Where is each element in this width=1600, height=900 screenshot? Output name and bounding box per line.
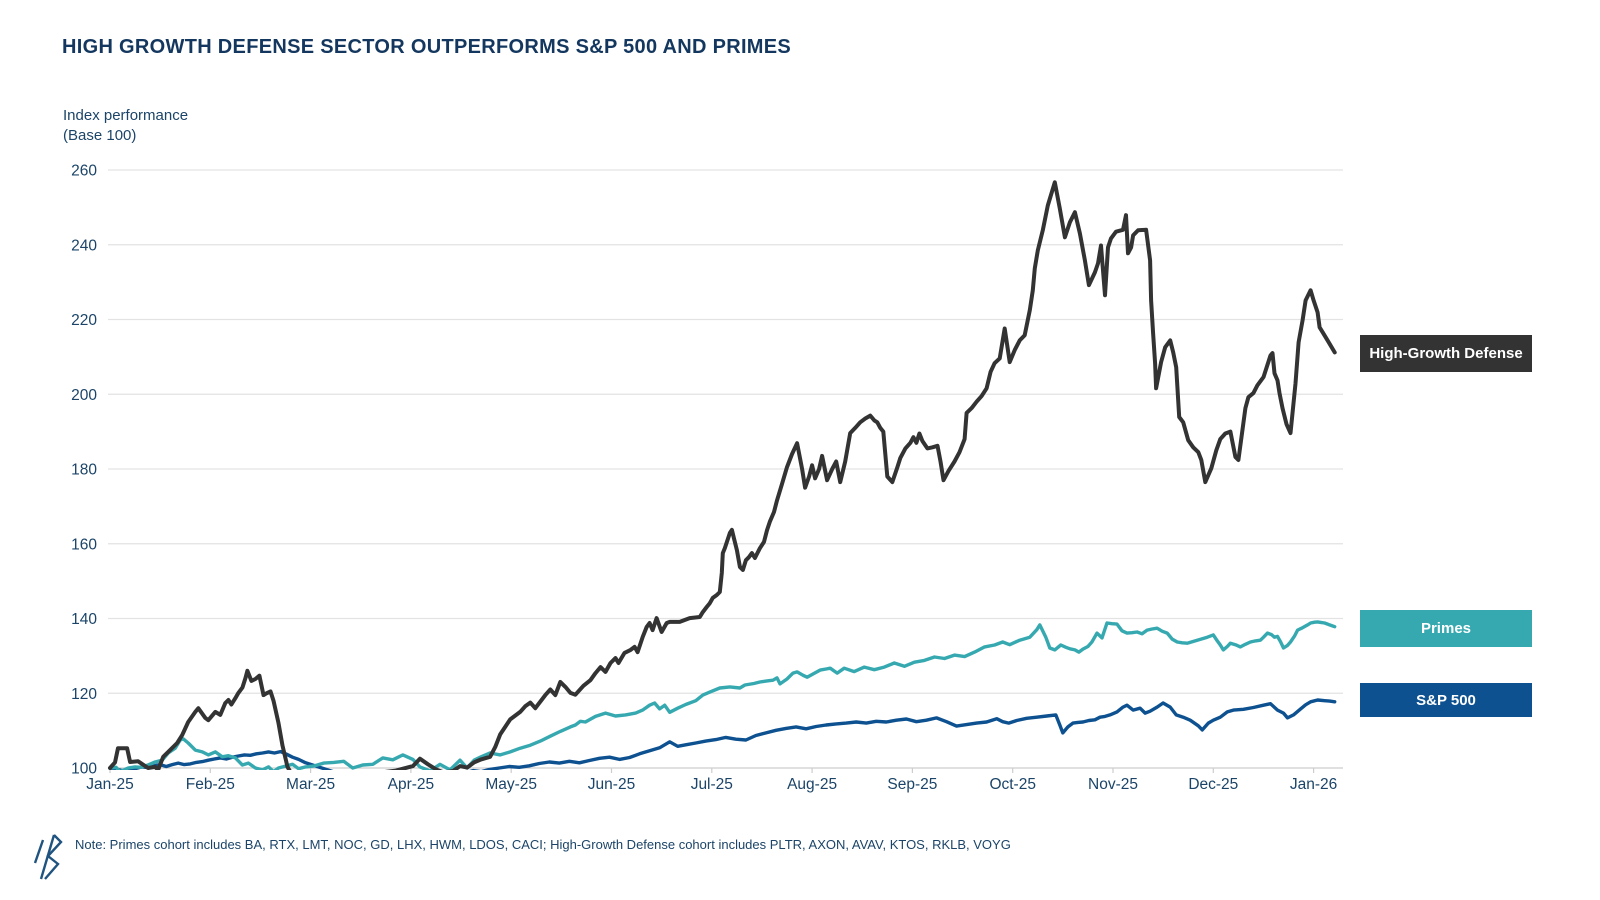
- y-tick-label-180: 180: [71, 462, 97, 479]
- legend-callout-sp500: S&P 500: [1360, 683, 1532, 717]
- x-tick-label-Oct-25: Oct-25: [989, 776, 1036, 793]
- brand-hatch-logo: [33, 834, 63, 880]
- page-title: HIGH GROWTH DEFENSE SECTOR OUTPERFORMS S…: [62, 36, 792, 58]
- x-tick-label-Feb-25: Feb-25: [186, 776, 235, 793]
- legend-callout-high-growth-defense: High-Growth Defense: [1360, 335, 1532, 372]
- y-tick-label-120: 120: [71, 686, 97, 703]
- legend-callout-primes: Primes: [1360, 610, 1532, 647]
- y-tick-label-220: 220: [71, 312, 97, 329]
- x-tick-label-Apr-25: Apr-25: [388, 776, 435, 793]
- series-line-high-growth-defense: [108, 180, 1337, 770]
- x-tick-label-May-25: May-25: [485, 776, 537, 793]
- x-tick-label-Sep-25: Sep-25: [887, 776, 937, 793]
- x-tick-label-Nov-25: Nov-25: [1088, 776, 1138, 793]
- y-tick-label-260: 260: [71, 163, 97, 180]
- x-tick-label-Jan-26: Jan-26: [1290, 776, 1337, 793]
- x-tick-label-Dec-25: Dec-25: [1188, 776, 1238, 793]
- legend-label-high-growth-defense: High-Growth Defense: [1369, 345, 1523, 362]
- y-tick-label-240: 240: [71, 237, 97, 254]
- y-axis-caption: Index performance (Base 100): [63, 106, 188, 146]
- y-tick-label-100: 100: [71, 761, 97, 778]
- x-tick-label-Aug-25: Aug-25: [787, 776, 837, 793]
- legend-label-sp500: S&P 500: [1416, 691, 1476, 709]
- y-tick-label-160: 160: [71, 536, 97, 553]
- y-axis-caption-line2: (Base 100): [63, 127, 137, 144]
- x-tick-label-Mar-25: Mar-25: [286, 776, 335, 793]
- footnote: Note: Primes cohort includes BA, RTX, LM…: [75, 837, 1011, 852]
- y-tick-label-140: 140: [71, 611, 97, 628]
- x-tick-label-Jan-25: Jan-25: [86, 776, 133, 793]
- series-line-s-p-500: [108, 698, 1337, 770]
- series-line-primes: [108, 620, 1337, 770]
- x-tick-label-Jun-25: Jun-25: [588, 776, 635, 793]
- y-axis-caption-line1: Index performance: [63, 107, 189, 124]
- x-tick-label-Jul-25: Jul-25: [691, 776, 733, 793]
- y-tick-label-200: 200: [71, 387, 97, 404]
- logo-strokes: [33, 834, 63, 880]
- legend-label-primes: Primes: [1420, 620, 1472, 637]
